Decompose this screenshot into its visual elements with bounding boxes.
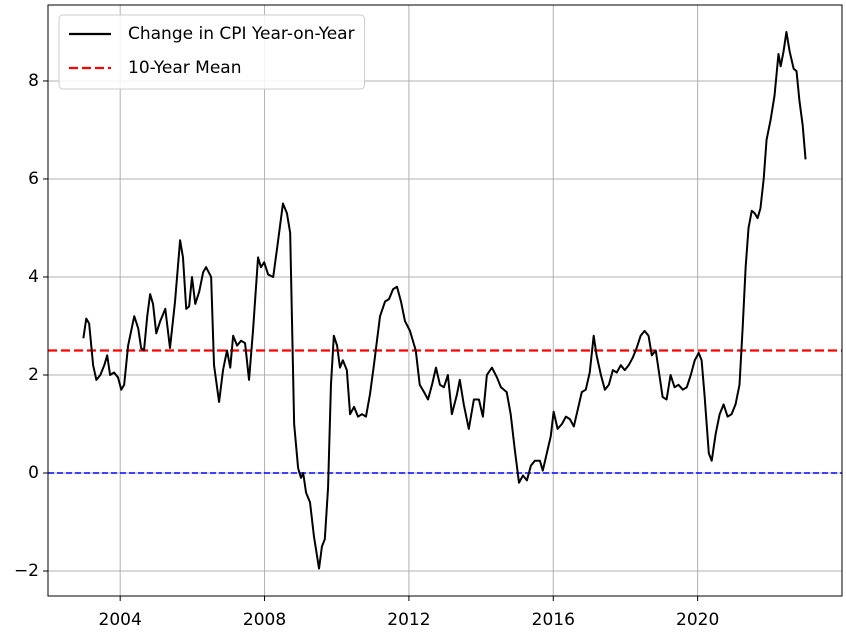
y-tick-label: 4 [28, 267, 39, 287]
legend-box [58, 14, 366, 90]
y-tick-label: 8 [28, 71, 39, 91]
plot-frame [47, 4, 843, 597]
x-tick-label: 2008 [243, 610, 286, 630]
y-tick-label: 6 [28, 169, 39, 189]
x-tick-label: 2004 [99, 610, 142, 630]
x-tick-label: 2020 [676, 610, 719, 630]
x-tick-label: 2016 [532, 610, 575, 630]
x-tick-label: 2012 [387, 610, 430, 630]
data-line [82, 30, 807, 570]
y-tick-label: 0 [28, 463, 39, 483]
y-tick-label: 2 [28, 365, 39, 385]
legend-label: 10-Year Mean [128, 58, 241, 78]
y-tick-label: −2 [14, 561, 39, 581]
legend-label: Change in CPI Year-on-Year [128, 24, 355, 44]
